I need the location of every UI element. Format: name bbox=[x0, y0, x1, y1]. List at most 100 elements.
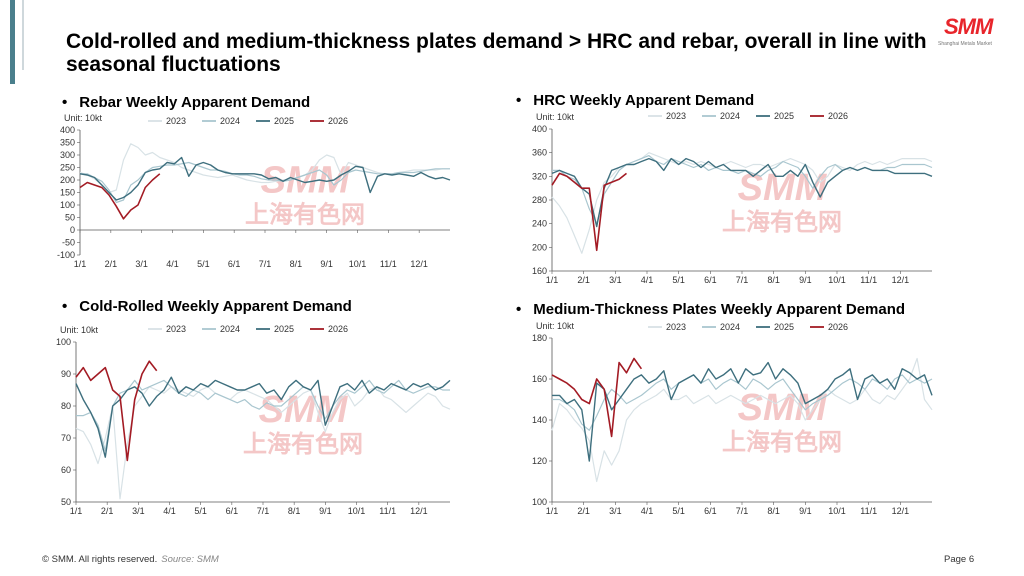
x-tick-label: 1/1 bbox=[546, 275, 559, 285]
x-tick-label: 10/1 bbox=[348, 506, 366, 516]
series-line-2023 bbox=[551, 357, 933, 483]
x-tick-label: 3/1 bbox=[135, 259, 148, 269]
y-tick-label: 150 bbox=[60, 188, 75, 198]
series-line-2025 bbox=[75, 376, 451, 458]
x-tick-label: 2/1 bbox=[101, 506, 114, 516]
y-tick-label: 50 bbox=[65, 213, 75, 223]
x-tick-label: 1/1 bbox=[546, 506, 559, 516]
y-tick-label: 280 bbox=[532, 195, 547, 205]
x-tick-label: 11/1 bbox=[379, 506, 396, 516]
legend-label-2023: 2023 bbox=[166, 324, 186, 334]
series-line-2026 bbox=[79, 173, 161, 220]
series-line-2023 bbox=[75, 386, 451, 500]
unit-label: Unit: 10kt bbox=[60, 325, 99, 335]
unit-label: Unit: 10kt bbox=[536, 112, 575, 122]
x-tick-label: 2/1 bbox=[105, 259, 118, 269]
x-tick-label: 12/1 bbox=[892, 275, 910, 285]
x-tick-label: 7/1 bbox=[736, 506, 749, 516]
x-tick-label: 9/1 bbox=[319, 506, 332, 516]
y-tick-label: 100 bbox=[60, 200, 75, 210]
y-tick-label: 200 bbox=[532, 242, 547, 252]
y-tick-label: 0 bbox=[70, 225, 75, 235]
x-tick-label: 5/1 bbox=[672, 506, 685, 516]
x-tick-label: 7/1 bbox=[259, 259, 272, 269]
x-tick-label: 12/1 bbox=[410, 506, 428, 516]
x-tick-label: 5/1 bbox=[197, 259, 210, 269]
series-line-2025 bbox=[551, 157, 933, 228]
legend-label-2023: 2023 bbox=[166, 116, 186, 126]
x-tick-label: 4/1 bbox=[641, 506, 654, 516]
x-tick-label: 4/1 bbox=[163, 506, 176, 516]
y-tick-label: 120 bbox=[532, 456, 547, 466]
legend-label-2024: 2024 bbox=[220, 116, 240, 126]
y-tick-label: 100 bbox=[532, 497, 547, 507]
watermark-cn: 上海有色网 bbox=[243, 430, 363, 458]
watermark-smm: SMM bbox=[738, 387, 828, 429]
x-tick-label: 11/1 bbox=[380, 259, 397, 269]
page-title: Cold-rolled and medium-thickness plates … bbox=[66, 30, 927, 76]
y-tick-label: -50 bbox=[62, 238, 75, 248]
x-tick-label: 5/1 bbox=[194, 506, 207, 516]
x-tick-label: 8/1 bbox=[288, 506, 301, 516]
legend-label-2026: 2026 bbox=[828, 111, 848, 121]
y-tick-label: 160 bbox=[532, 266, 547, 276]
y-tick-label: 50 bbox=[61, 497, 71, 507]
watermark-cn: 上海有色网 bbox=[722, 428, 842, 456]
x-tick-label: 8/1 bbox=[290, 259, 303, 269]
x-tick-label: 1/1 bbox=[74, 259, 87, 269]
legend-label-2025: 2025 bbox=[274, 324, 294, 334]
y-tick-label: 60 bbox=[61, 465, 71, 475]
x-tick-label: 6/1 bbox=[704, 275, 717, 285]
y-tick-label: -100 bbox=[57, 250, 75, 260]
y-tick-label: 80 bbox=[61, 401, 71, 411]
x-tick-label: 10/1 bbox=[349, 259, 367, 269]
x-tick-label: 4/1 bbox=[641, 275, 654, 285]
page-number: Page 6 bbox=[944, 554, 975, 565]
panel-title-plates: • Medium-Thickness Plates Weekly Apparent… bbox=[516, 301, 906, 318]
x-tick-label: 6/1 bbox=[228, 259, 241, 269]
y-tick-label: 300 bbox=[60, 150, 75, 160]
y-tick-label: 70 bbox=[61, 433, 71, 443]
y-tick-label: 400 bbox=[60, 125, 75, 135]
y-tick-label: 360 bbox=[532, 148, 547, 158]
y-tick-label: 180 bbox=[532, 333, 547, 343]
legend-label-2025: 2025 bbox=[274, 116, 294, 126]
x-tick-label: 8/1 bbox=[767, 506, 780, 516]
legend-label-2023: 2023 bbox=[666, 111, 686, 121]
legend-label-2024: 2024 bbox=[720, 111, 740, 121]
x-tick-label: 7/1 bbox=[736, 275, 749, 285]
copyright: © SMM. All rights reserved. bbox=[42, 554, 158, 565]
x-tick-label: 3/1 bbox=[609, 506, 622, 516]
footer: © SMM. All rights reserved. Source: SMM bbox=[42, 554, 219, 565]
legend-label-2025: 2025 bbox=[774, 322, 794, 332]
legend-label-2025: 2025 bbox=[774, 111, 794, 121]
watermark-cn: 上海有色网 bbox=[722, 208, 842, 236]
y-tick-label: 100 bbox=[56, 337, 71, 347]
x-tick-label: 2/1 bbox=[577, 506, 590, 516]
accent-bar bbox=[10, 0, 15, 84]
smm-logo: SMM bbox=[944, 14, 993, 39]
y-tick-label: 140 bbox=[532, 415, 547, 425]
accent-bar-thin bbox=[22, 0, 24, 70]
y-tick-label: 350 bbox=[60, 138, 75, 148]
legend-label-2026: 2026 bbox=[328, 324, 348, 334]
y-tick-label: 320 bbox=[532, 171, 547, 181]
x-tick-label: 6/1 bbox=[226, 506, 239, 516]
unit-label: Unit: 10kt bbox=[536, 321, 575, 331]
watermark-cn: 上海有色网 bbox=[245, 201, 365, 229]
y-tick-label: 400 bbox=[532, 124, 547, 134]
series-line-2026 bbox=[75, 360, 158, 462]
y-tick-label: 160 bbox=[532, 374, 547, 384]
panel-title-cold-rolled: • Cold-Rolled Weekly Apparent Demand bbox=[62, 298, 352, 315]
x-tick-label: 11/1 bbox=[860, 275, 877, 285]
smm-logo-subtitle: Shanghai Metals Market bbox=[938, 41, 992, 47]
series-line-2026 bbox=[551, 172, 627, 252]
series-line-2025 bbox=[79, 156, 451, 201]
x-tick-label: 9/1 bbox=[799, 506, 812, 516]
series-line-2026 bbox=[551, 357, 643, 438]
legend-label-2024: 2024 bbox=[220, 324, 240, 334]
x-tick-label: 3/1 bbox=[132, 506, 145, 516]
x-tick-label: 9/1 bbox=[320, 259, 333, 269]
series-line-2023 bbox=[551, 152, 933, 254]
